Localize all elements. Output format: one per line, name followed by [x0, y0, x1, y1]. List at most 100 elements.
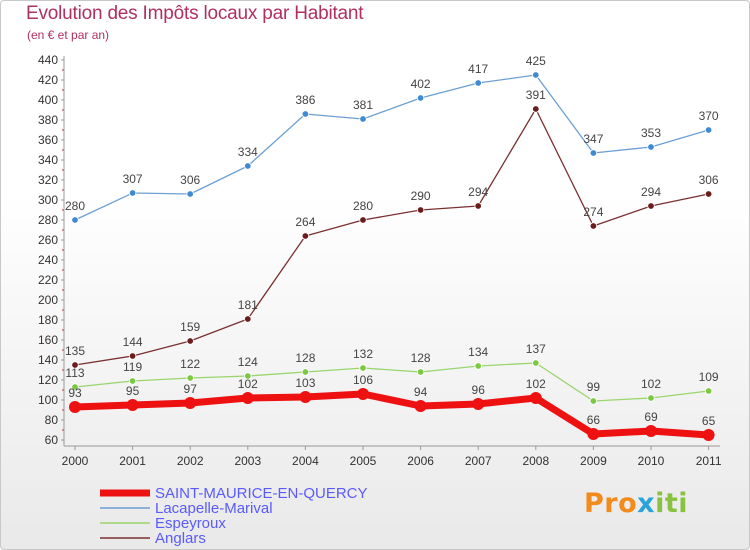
data-point — [128, 189, 137, 197]
data-point — [241, 392, 254, 404]
data-point — [301, 368, 310, 376]
data-point — [704, 387, 713, 395]
data-point — [359, 216, 367, 224]
x-tick-label: 2010 — [638, 454, 665, 468]
x-tick-label: 2008 — [522, 454, 549, 468]
data-point — [186, 337, 194, 345]
legend-label: SAINT-MAURICE-EN-QUERCY — [155, 485, 368, 502]
data-label: 294 — [468, 185, 488, 199]
y-tick-label: 220 — [38, 273, 58, 287]
data-label: 274 — [583, 205, 603, 219]
data-point — [647, 202, 655, 210]
data-point — [532, 71, 540, 79]
series-line-2 — [74, 362, 709, 402]
data-point — [357, 388, 369, 400]
logo-part-1: Pro — [584, 488, 638, 519]
data-point — [472, 398, 485, 410]
data-label: 353 — [641, 126, 661, 140]
data-label: 370 — [699, 109, 719, 123]
data-label: 97 — [184, 382, 198, 396]
data-label: 102 — [526, 377, 546, 391]
data-point — [244, 315, 252, 323]
data-point — [647, 143, 655, 151]
data-label: 386 — [295, 93, 315, 107]
data-point — [299, 391, 312, 403]
legend-label: Anglars — [155, 530, 206, 547]
data-point — [532, 359, 540, 367]
x-tick-label: 2003 — [234, 454, 261, 468]
data-label: 66 — [587, 413, 601, 427]
y-tick-label: 140 — [38, 353, 58, 367]
data-point — [416, 94, 425, 102]
data-label: 425 — [526, 54, 546, 68]
data-point — [704, 190, 713, 198]
y-tick-label: 80 — [45, 413, 59, 427]
data-label: 306 — [180, 173, 200, 187]
data-point — [71, 383, 79, 391]
data-label: 128 — [411, 351, 431, 365]
series-line-3 — [74, 108, 709, 366]
data-label: 290 — [411, 189, 431, 203]
data-point — [184, 397, 197, 409]
data-point — [186, 190, 194, 198]
data-point — [589, 222, 598, 230]
data-point — [71, 216, 79, 224]
data-point — [474, 79, 482, 87]
data-point — [244, 372, 252, 380]
data-label: 181 — [238, 298, 258, 312]
data-label: 99 — [587, 380, 601, 394]
data-label: 94 — [414, 385, 428, 399]
data-point — [474, 362, 482, 370]
data-label: 124 — [238, 355, 258, 369]
x-tick-label: 2001 — [119, 454, 146, 468]
y-tick-label: 340 — [38, 153, 58, 167]
x-tick-label: 2005 — [350, 454, 377, 468]
legend-label: Lacapelle-Marival — [155, 500, 273, 517]
data-point — [244, 162, 252, 170]
y-tick-label: 300 — [38, 193, 58, 207]
data-point — [359, 115, 367, 123]
data-label: 102 — [641, 377, 661, 391]
x-tick-label: 2000 — [62, 454, 89, 468]
data-label: 381 — [353, 98, 373, 112]
data-point — [589, 397, 598, 405]
data-point — [414, 400, 427, 412]
data-point — [301, 110, 310, 118]
x-tick-label: 2011 — [696, 454, 722, 468]
data-label: 264 — [295, 215, 315, 229]
y-tick-label: 60 — [45, 433, 59, 447]
data-label: 144 — [123, 335, 143, 349]
data-point — [69, 401, 81, 413]
y-tick-label: 400 — [38, 93, 58, 107]
data-label: 109 — [699, 370, 719, 384]
data-point — [532, 105, 540, 113]
data-point — [474, 202, 482, 210]
data-point — [702, 429, 715, 441]
data-label: 306 — [699, 173, 719, 187]
y-tick-label: 280 — [38, 213, 58, 227]
x-tick-label: 2007 — [465, 454, 492, 468]
data-label: 103 — [295, 376, 315, 390]
data-point — [359, 364, 367, 372]
data-label: 294 — [641, 185, 661, 199]
data-label: 113 — [65, 366, 84, 380]
y-tick-label: 420 — [38, 73, 58, 87]
y-tick-label: 100 — [38, 393, 58, 407]
data-point — [704, 126, 713, 134]
y-tick-label: 240 — [38, 253, 58, 267]
proxiti-logo: Proxiti — [584, 488, 688, 519]
data-point — [529, 392, 542, 404]
x-tick-label: 2004 — [292, 454, 319, 468]
data-label: 95 — [126, 384, 140, 398]
data-label: 93 — [68, 386, 82, 400]
data-label: 402 — [411, 77, 431, 91]
logo-part-2: x — [637, 488, 656, 519]
data-point — [186, 374, 194, 382]
data-label: 128 — [295, 351, 315, 365]
data-point — [587, 428, 600, 440]
y-tick-label: 380 — [38, 113, 58, 127]
data-label: 102 — [238, 377, 258, 391]
data-point — [126, 399, 139, 411]
